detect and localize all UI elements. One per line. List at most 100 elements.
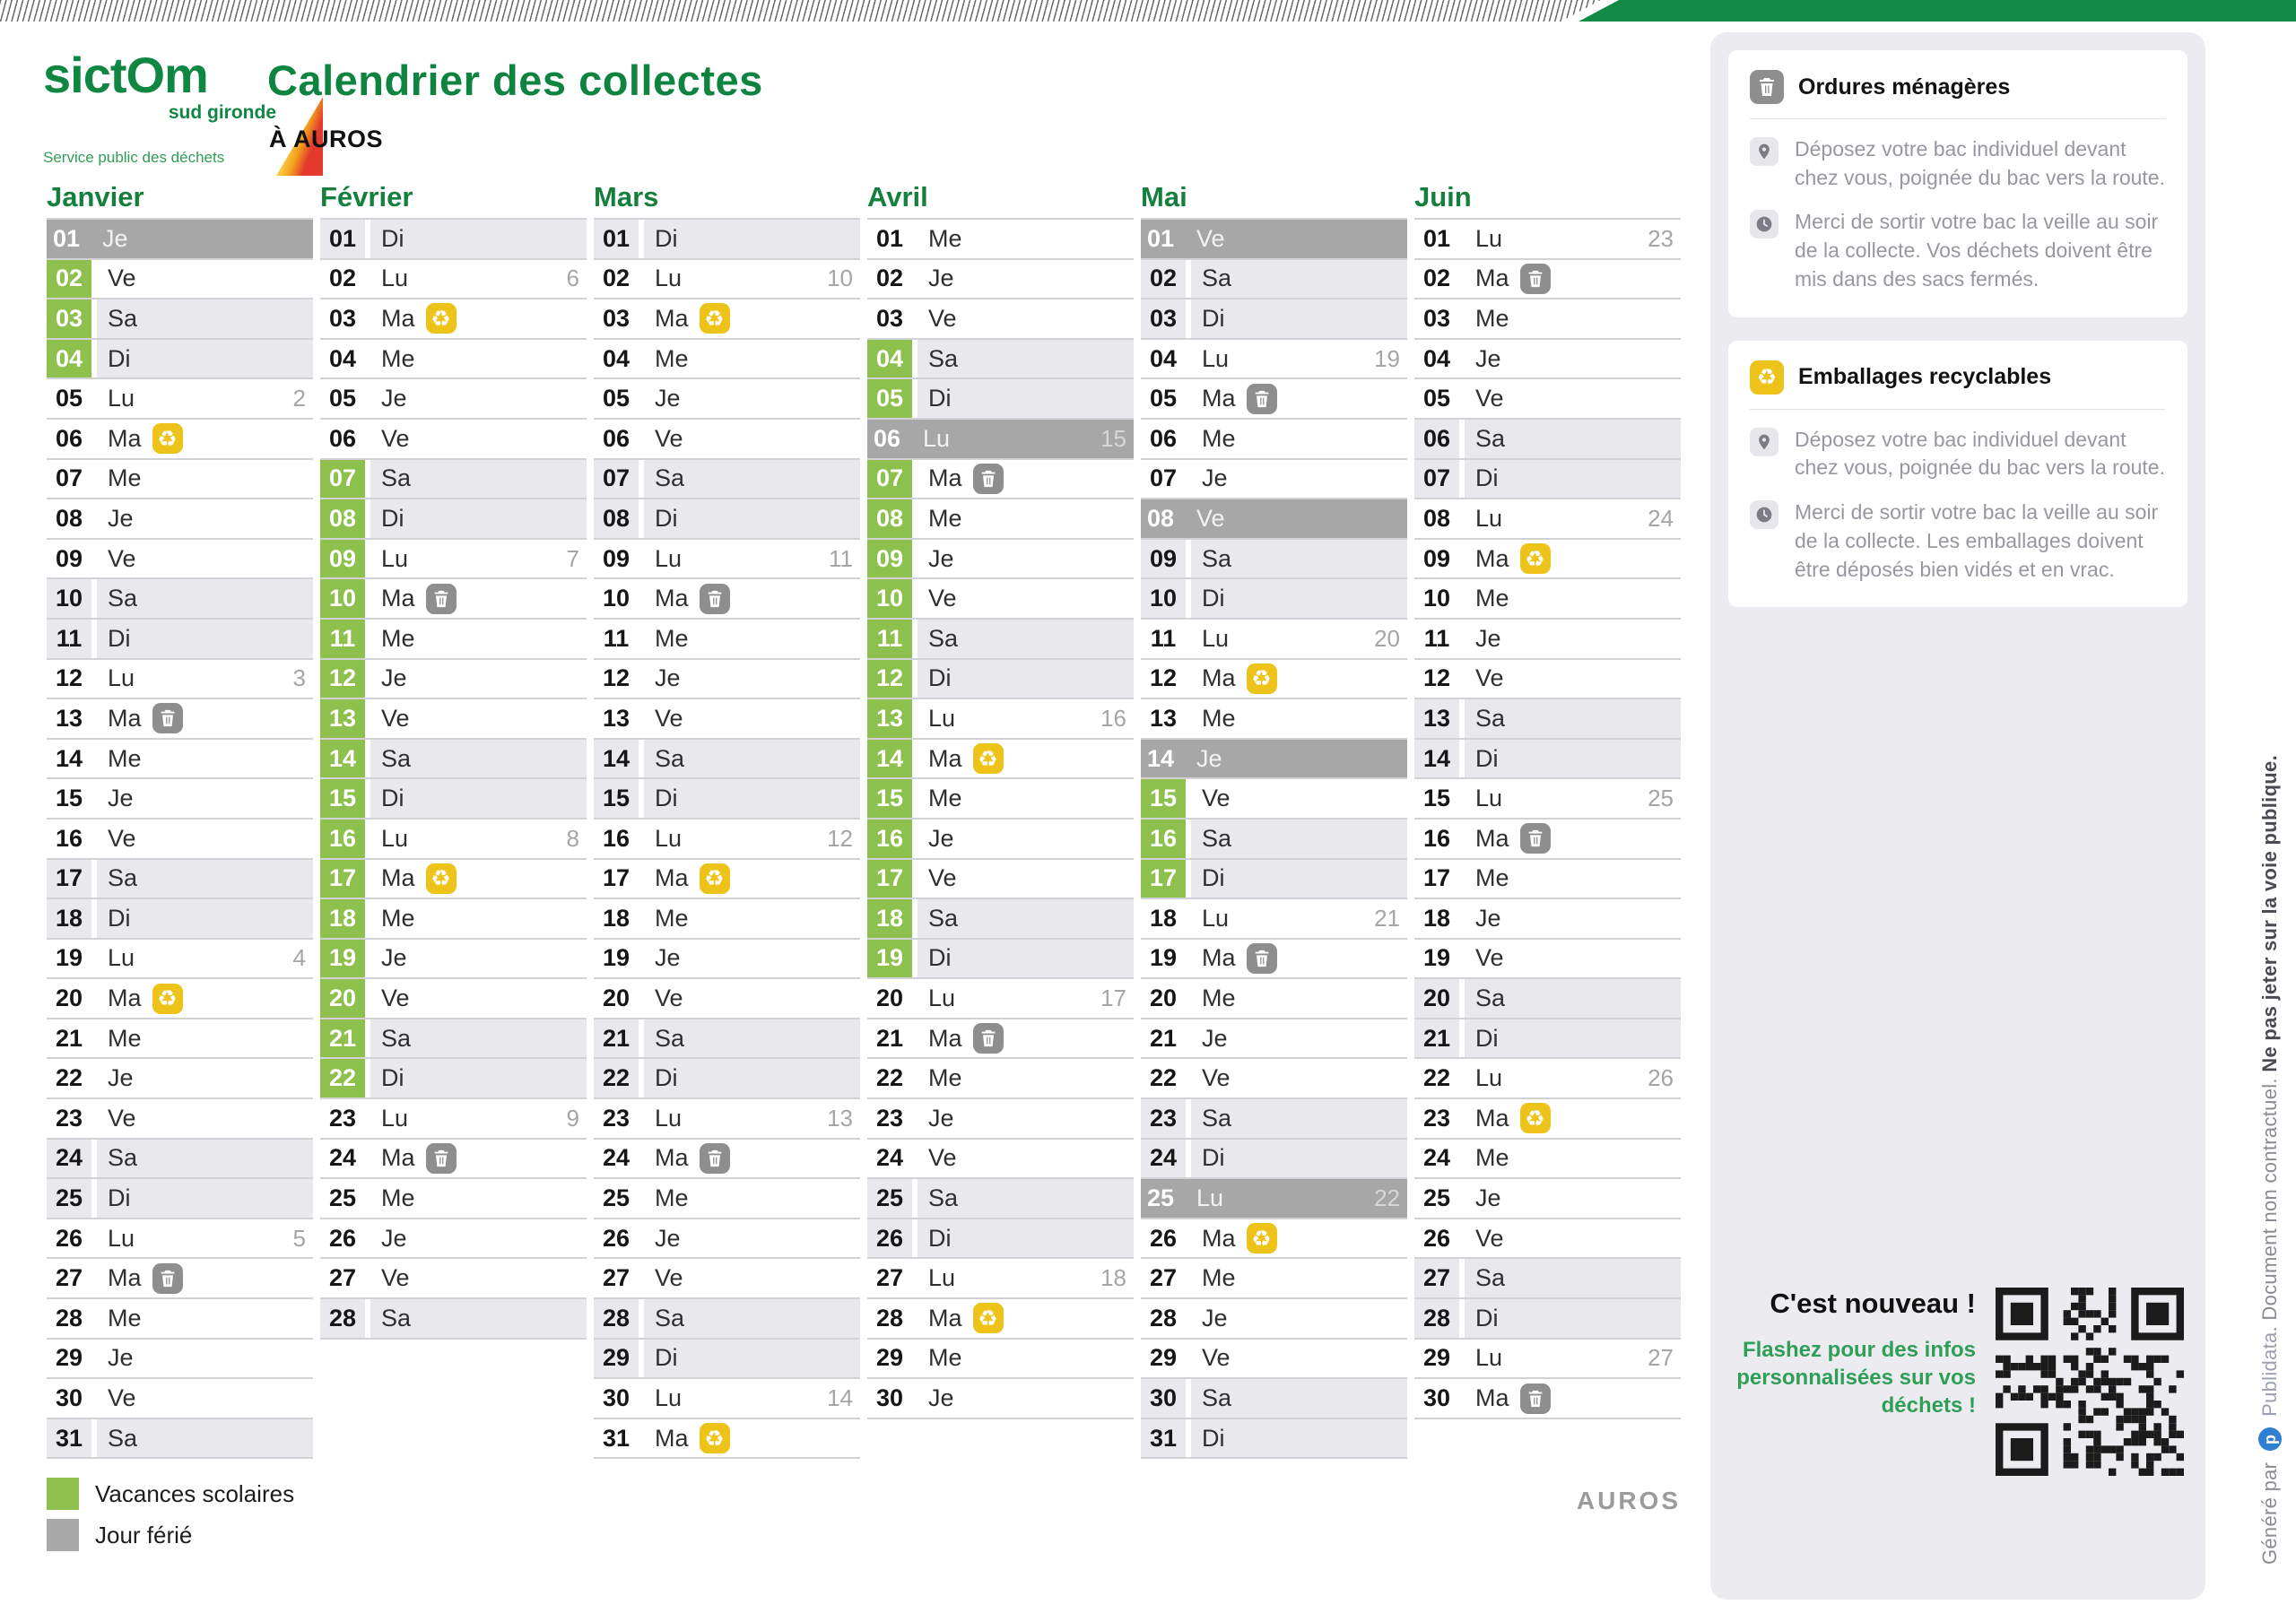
day-number: 05 <box>47 379 91 418</box>
page-subtitle: À AUROS <box>269 126 384 152</box>
day-row: 05 Ve <box>1414 379 1681 420</box>
day-row: 19 Di <box>867 939 1134 980</box>
day-number: 15 <box>594 779 639 818</box>
day-number: 08 <box>867 499 912 538</box>
day-body: Me <box>644 340 860 378</box>
day-body: Ma <box>97 1259 313 1297</box>
day-number: 09 <box>47 539 91 578</box>
day-row: 14 Me <box>47 739 313 780</box>
day-label: Je <box>102 224 128 252</box>
day-label: Me <box>1202 1264 1236 1292</box>
day-label: Je <box>1475 344 1501 372</box>
day-number: 18 <box>1414 899 1459 938</box>
day-row: 22 Ve <box>1141 1059 1407 1100</box>
day-body: Lu 19 <box>1191 340 1407 378</box>
day-label: Ma <box>1202 664 1236 692</box>
recycle-icon: ♻ <box>425 303 457 334</box>
divider <box>1750 118 2166 119</box>
day-body: Ve <box>644 1259 860 1297</box>
day-row: 15 Ve <box>1141 779 1407 820</box>
week-number: 27 <box>1648 1344 1674 1372</box>
day-row: 06 Sa <box>1414 419 1681 460</box>
day-row: 01 Di <box>320 220 587 260</box>
day-body: Lu 7 <box>370 540 587 578</box>
day-number: 21 <box>867 1019 912 1058</box>
day-label: Sa <box>1475 984 1506 1012</box>
day-number: 17 <box>867 859 912 898</box>
day-label: Ve <box>655 1264 683 1292</box>
day-label: Sa <box>108 585 138 612</box>
day-row: 06 Me <box>1141 419 1407 460</box>
day-label: Me <box>928 1064 962 1092</box>
day-number: 16 <box>1141 819 1186 858</box>
day-row: 18 Sa <box>867 899 1134 940</box>
day-body: Ve <box>97 820 313 858</box>
day-number: 31 <box>1141 1418 1186 1458</box>
day-number: 02 <box>47 259 91 299</box>
day-row: 04 Je <box>1414 339 1681 380</box>
day-number: 09 <box>1141 539 1186 578</box>
day-body: Lu 15 <box>912 420 1134 458</box>
day-row: 16 Ma <box>1414 819 1681 860</box>
day-row: 23 Ve <box>47 1099 313 1140</box>
day-row: 23 Ma ♻ <box>1414 1099 1681 1140</box>
day-body: Lu 5 <box>97 1219 313 1258</box>
day-number: 14 <box>320 739 365 778</box>
day-row: 20 Lu 17 <box>867 979 1134 1019</box>
day-number: 27 <box>1414 1259 1459 1298</box>
recycle-icon: ♻ <box>152 423 183 455</box>
day-body: Lu 4 <box>97 940 313 978</box>
day-label: Lu <box>928 984 956 1012</box>
month-column: Avril 01 Me 02 Je 03 Ve 04 Sa 05 Di 06 Lu 15 07 Ma 08 Me 0… <box>867 182 1134 1459</box>
day-row: 17 Ma ♻ <box>320 859 587 900</box>
day-label: Ve <box>1202 1344 1231 1372</box>
day-body: Sa <box>644 459 860 499</box>
day-label: Je <box>1202 1024 1228 1052</box>
card-bullet: Merci de sortir votre bac la veille au s… <box>1750 499 2166 584</box>
day-number: 01 <box>1414 220 1459 258</box>
day-row: 18 Me <box>594 899 860 940</box>
day-number: 03 <box>47 299 91 338</box>
day-number: 21 <box>1414 1019 1459 1058</box>
side-note-brand: Publidata <box>2258 1331 2281 1417</box>
day-label: Lu <box>381 1104 409 1132</box>
day-label: Ve <box>1202 785 1231 812</box>
day-label: Me <box>108 1024 142 1052</box>
month-rows: 01 Je 02 Ve 03 Sa 04 Di 05 Lu 2 06 Ma ♻ 07 Me 08 Je 09 Ve 10… <box>47 218 313 1460</box>
day-row: 24 Ve <box>867 1139 1134 1180</box>
day-label: Lu <box>381 265 409 292</box>
day-row: 22 Di <box>320 1059 587 1100</box>
day-row: 19 Je <box>594 939 860 980</box>
day-body: Sa <box>1191 1379 1407 1418</box>
recycle-icon: ♻ <box>1750 360 1784 395</box>
day-body: Je <box>1465 620 1681 658</box>
day-body: Je <box>644 1219 860 1258</box>
day-row: 04 Di <box>47 339 313 380</box>
day-row: 27 Lu 18 <box>867 1259 1134 1300</box>
day-body: Je <box>1465 340 1681 378</box>
day-row: 17 Ve <box>867 859 1134 900</box>
day-number: 27 <box>47 1259 91 1298</box>
month-column: Juin 01 Lu 23 02 Ma 03 Me 04 Je 05 Ve 06 Sa 07 Di 08 Lu 24… <box>1414 182 1681 1459</box>
day-body: Me <box>370 340 587 378</box>
side-note-emphasis: Ne pas jeter sur la voie publique. <box>2258 754 2281 1072</box>
day-label: Ve <box>655 984 683 1012</box>
day-label: Ma <box>655 864 689 892</box>
day-row: 21 Ma <box>867 1019 1134 1060</box>
day-body: Je <box>918 540 1134 578</box>
day-number: 13 <box>594 699 639 738</box>
day-row: 25 Me <box>594 1179 860 1219</box>
day-number: 10 <box>594 579 639 618</box>
recycle-icon: ♻ <box>1519 543 1551 575</box>
logo-text: sictOm <box>43 47 209 103</box>
bullet-text: Merci de sortir votre bac la veille au s… <box>1795 500 2159 581</box>
day-row: 24 Ma <box>594 1139 860 1180</box>
day-row: 23 Je <box>867 1099 1134 1140</box>
day-number: 07 <box>867 459 912 499</box>
day-body: Je <box>370 660 587 698</box>
day-body: Di <box>370 779 587 818</box>
day-row: 06 Ma ♻ <box>47 419 313 460</box>
day-label: Ma <box>1202 944 1236 972</box>
day-label: Ma <box>928 464 962 492</box>
week-number: 24 <box>1648 504 1674 532</box>
